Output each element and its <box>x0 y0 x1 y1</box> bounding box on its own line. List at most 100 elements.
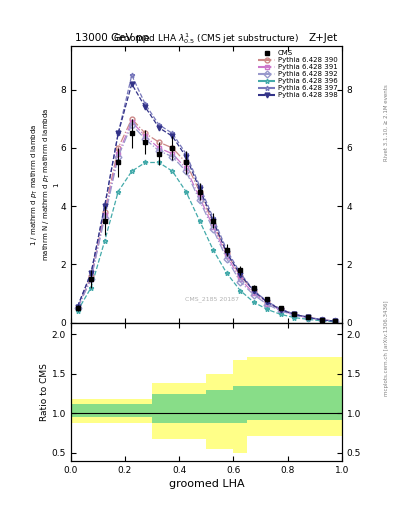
Pythia 6.428 392 <box>265 302 270 308</box>
Pythia 6.428 398 <box>319 317 324 323</box>
Pythia 6.428 397 <box>292 311 297 317</box>
Pythia 6.428 398 <box>116 131 121 137</box>
Pythia 6.428 398 <box>75 304 80 310</box>
Pythia 6.428 392 <box>143 136 148 142</box>
Pythia 6.428 397 <box>265 298 270 305</box>
Pythia 6.428 396 <box>279 311 283 317</box>
Pythia 6.428 391 <box>170 151 175 157</box>
Pythia 6.428 396 <box>116 188 121 195</box>
Pythia 6.428 397 <box>75 304 80 310</box>
Pythia 6.428 392 <box>292 312 297 318</box>
Pythia 6.428 396 <box>75 308 80 314</box>
Pythia 6.428 396 <box>224 270 229 276</box>
Pythia 6.428 397 <box>116 131 121 137</box>
Pythia 6.428 392 <box>279 308 283 314</box>
Pythia 6.428 397 <box>184 151 188 157</box>
Pythia 6.428 398 <box>238 271 242 278</box>
Line: Pythia 6.428 392: Pythia 6.428 392 <box>75 122 338 324</box>
Y-axis label: Ratio to CMS: Ratio to CMS <box>40 362 49 421</box>
Pythia 6.428 390 <box>265 299 270 305</box>
Pythia 6.428 392 <box>197 197 202 203</box>
Pythia 6.428 397 <box>89 270 94 276</box>
Pythia 6.428 396 <box>102 238 107 244</box>
Pythia 6.428 396 <box>170 168 175 174</box>
Pythia 6.428 398 <box>333 318 338 324</box>
Line: Pythia 6.428 398: Pythia 6.428 398 <box>75 81 338 324</box>
Pythia 6.428 391 <box>89 276 94 282</box>
Pythia 6.428 390 <box>75 305 80 311</box>
Line: Pythia 6.428 397: Pythia 6.428 397 <box>75 73 338 324</box>
Pythia 6.428 396 <box>265 306 270 312</box>
Pythia 6.428 398 <box>306 314 310 321</box>
Pythia 6.428 397 <box>224 247 229 253</box>
Pythia 6.428 392 <box>211 226 215 232</box>
Pythia 6.428 390 <box>170 145 175 151</box>
Title: Groomed LHA $\lambda^{1}_{0.5}$ (CMS jet substructure): Groomed LHA $\lambda^{1}_{0.5}$ (CMS jet… <box>113 31 299 46</box>
Pythia 6.428 391 <box>116 151 121 157</box>
Pythia 6.428 396 <box>306 316 310 323</box>
Pythia 6.428 390 <box>333 318 338 324</box>
Pythia 6.428 390 <box>184 159 188 165</box>
Pythia 6.428 396 <box>129 168 134 174</box>
Pythia 6.428 391 <box>292 312 297 318</box>
Pythia 6.428 391 <box>102 212 107 218</box>
Pythia 6.428 390 <box>224 250 229 256</box>
Pythia 6.428 391 <box>184 165 188 172</box>
Pythia 6.428 398 <box>224 250 229 256</box>
Pythia 6.428 391 <box>279 307 283 313</box>
Pythia 6.428 396 <box>292 314 297 321</box>
Legend: CMS, Pythia 6.428 390, Pythia 6.428 391, Pythia 6.428 392, Pythia 6.428 396, Pyt: CMS, Pythia 6.428 390, Pythia 6.428 391,… <box>255 48 340 101</box>
Pythia 6.428 397 <box>129 72 134 78</box>
Text: CMS_2185 20187: CMS_2185 20187 <box>185 296 239 302</box>
Pythia 6.428 390 <box>89 273 94 279</box>
Pythia 6.428 398 <box>170 133 175 139</box>
Pythia 6.428 391 <box>333 318 338 324</box>
Pythia 6.428 397 <box>319 316 324 323</box>
Pythia 6.428 398 <box>211 218 215 224</box>
Pythia 6.428 392 <box>184 168 188 174</box>
Pythia 6.428 398 <box>143 104 148 110</box>
Pythia 6.428 390 <box>116 145 121 151</box>
Pythia 6.428 392 <box>102 215 107 221</box>
X-axis label: groomed LHA: groomed LHA <box>169 479 244 489</box>
Pythia 6.428 392 <box>75 305 80 311</box>
Pythia 6.428 398 <box>89 270 94 276</box>
Pythia 6.428 391 <box>197 195 202 201</box>
Pythia 6.428 390 <box>292 311 297 317</box>
Pythia 6.428 397 <box>211 215 215 221</box>
Pythia 6.428 391 <box>319 317 324 323</box>
Pythia 6.428 396 <box>252 299 256 305</box>
Pythia 6.428 397 <box>102 203 107 209</box>
Pythia 6.428 390 <box>252 287 256 293</box>
Pythia 6.428 396 <box>143 159 148 165</box>
Pythia 6.428 391 <box>143 133 148 139</box>
Pythia 6.428 396 <box>184 188 188 195</box>
Pythia 6.428 391 <box>238 276 242 282</box>
Pythia 6.428 391 <box>75 305 80 311</box>
Pythia 6.428 397 <box>306 314 310 320</box>
Pythia 6.428 392 <box>252 292 256 298</box>
Pythia 6.428 392 <box>156 148 161 154</box>
Pythia 6.428 392 <box>333 318 338 325</box>
Pythia 6.428 397 <box>170 131 175 137</box>
Text: Rivet 3.1.10, ≥ 2.1M events: Rivet 3.1.10, ≥ 2.1M events <box>384 84 389 161</box>
Pythia 6.428 390 <box>143 131 148 137</box>
Pythia 6.428 392 <box>116 154 121 160</box>
Pythia 6.428 391 <box>252 290 256 296</box>
Pythia 6.428 397 <box>156 121 161 127</box>
Pythia 6.428 392 <box>89 276 94 282</box>
Pythia 6.428 391 <box>265 301 270 307</box>
Pythia 6.428 398 <box>279 307 283 313</box>
Pythia 6.428 390 <box>211 221 215 227</box>
Pythia 6.428 390 <box>197 188 202 195</box>
Pythia 6.428 396 <box>211 247 215 253</box>
Pythia 6.428 392 <box>238 279 242 285</box>
Pythia 6.428 391 <box>211 223 215 229</box>
Pythia 6.428 390 <box>319 316 324 323</box>
Pythia 6.428 392 <box>129 121 134 127</box>
Pythia 6.428 396 <box>238 287 242 293</box>
Line: Pythia 6.428 396: Pythia 6.428 396 <box>75 160 338 324</box>
Pythia 6.428 398 <box>292 311 297 317</box>
Pythia 6.428 397 <box>333 318 338 324</box>
Pythia 6.428 391 <box>129 119 134 125</box>
